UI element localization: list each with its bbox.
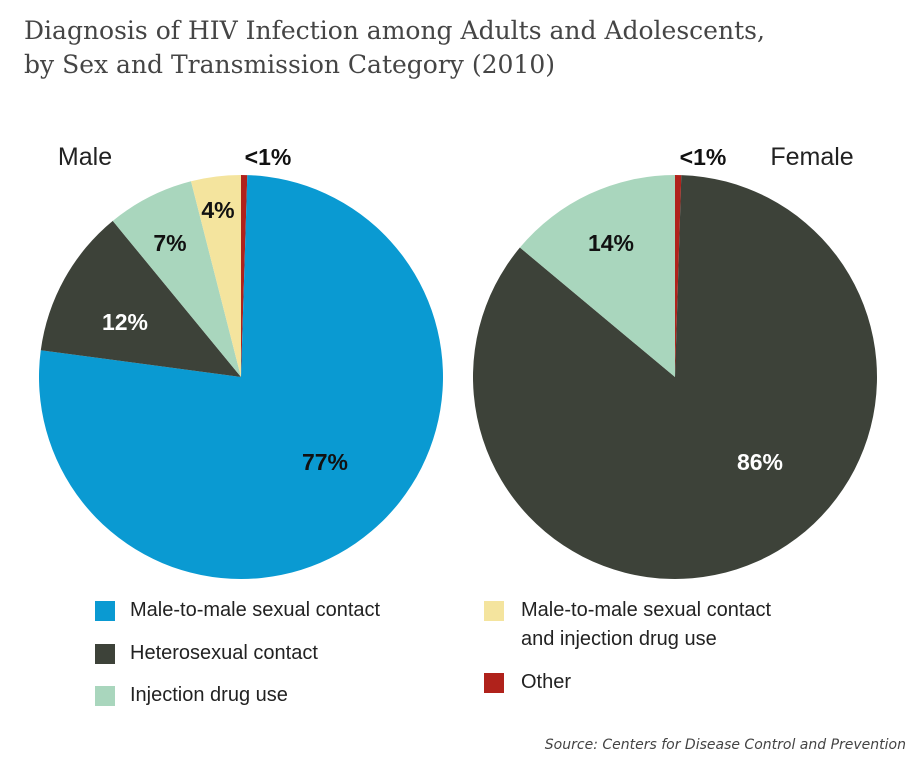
female-slice-1 [473, 175, 877, 580]
legend-swatch-heterosexual [95, 644, 115, 664]
male-data-label-2: 12% [102, 309, 148, 335]
female-data-label-0: <1% [680, 144, 727, 170]
legend-label-msm-idu-line-2: and injection drug use [521, 628, 717, 650]
female-pie-title: Female [770, 143, 853, 171]
legend-label-heterosexual: Heterosexual contact [130, 642, 318, 664]
legend-swatch-other [484, 673, 504, 693]
title-line-2: by Sex and Transmission Category (2010) [24, 50, 555, 79]
male-slice-2 [40, 220, 242, 377]
female-data-label-2: 14% [588, 230, 634, 256]
male-data-label-4: 4% [201, 197, 234, 223]
male-slice-0 [241, 175, 248, 377]
chart-title: Diagnosis of HIV Infection among Adults … [24, 14, 765, 82]
legend-label-other: Other [521, 671, 572, 693]
male-slice-1 [38, 175, 443, 579]
male-slice-3 [112, 181, 241, 377]
legend-label-msm-idu: Male-to-male sexual contact and injectio… [521, 596, 771, 654]
female-data-label-1: 86% [737, 449, 783, 475]
legend-swatch-idu [95, 686, 115, 706]
female-slice-0 [675, 175, 682, 377]
legend-swatch-msm [95, 601, 115, 621]
male-pie-title: Male [58, 143, 112, 171]
legend-swatch-msm-idu [484, 601, 504, 621]
legend-label-msm-idu-line-1: Male-to-male sexual contact [521, 599, 772, 621]
male-data-label-1: 77% [302, 449, 348, 475]
source-note: Source: Centers for Disease Control and … [544, 737, 906, 753]
title-line-1: Diagnosis of HIV Infection among Adults … [24, 16, 765, 45]
male-data-label-0: <1% [245, 144, 292, 170]
female-slice-2 [519, 175, 675, 377]
male-data-label-3: 7% [153, 230, 186, 256]
legend-label-idu: Injection drug use [130, 684, 288, 706]
male-slice-4 [191, 175, 241, 377]
legend-label-msm: Male-to-male sexual contact [130, 599, 381, 621]
